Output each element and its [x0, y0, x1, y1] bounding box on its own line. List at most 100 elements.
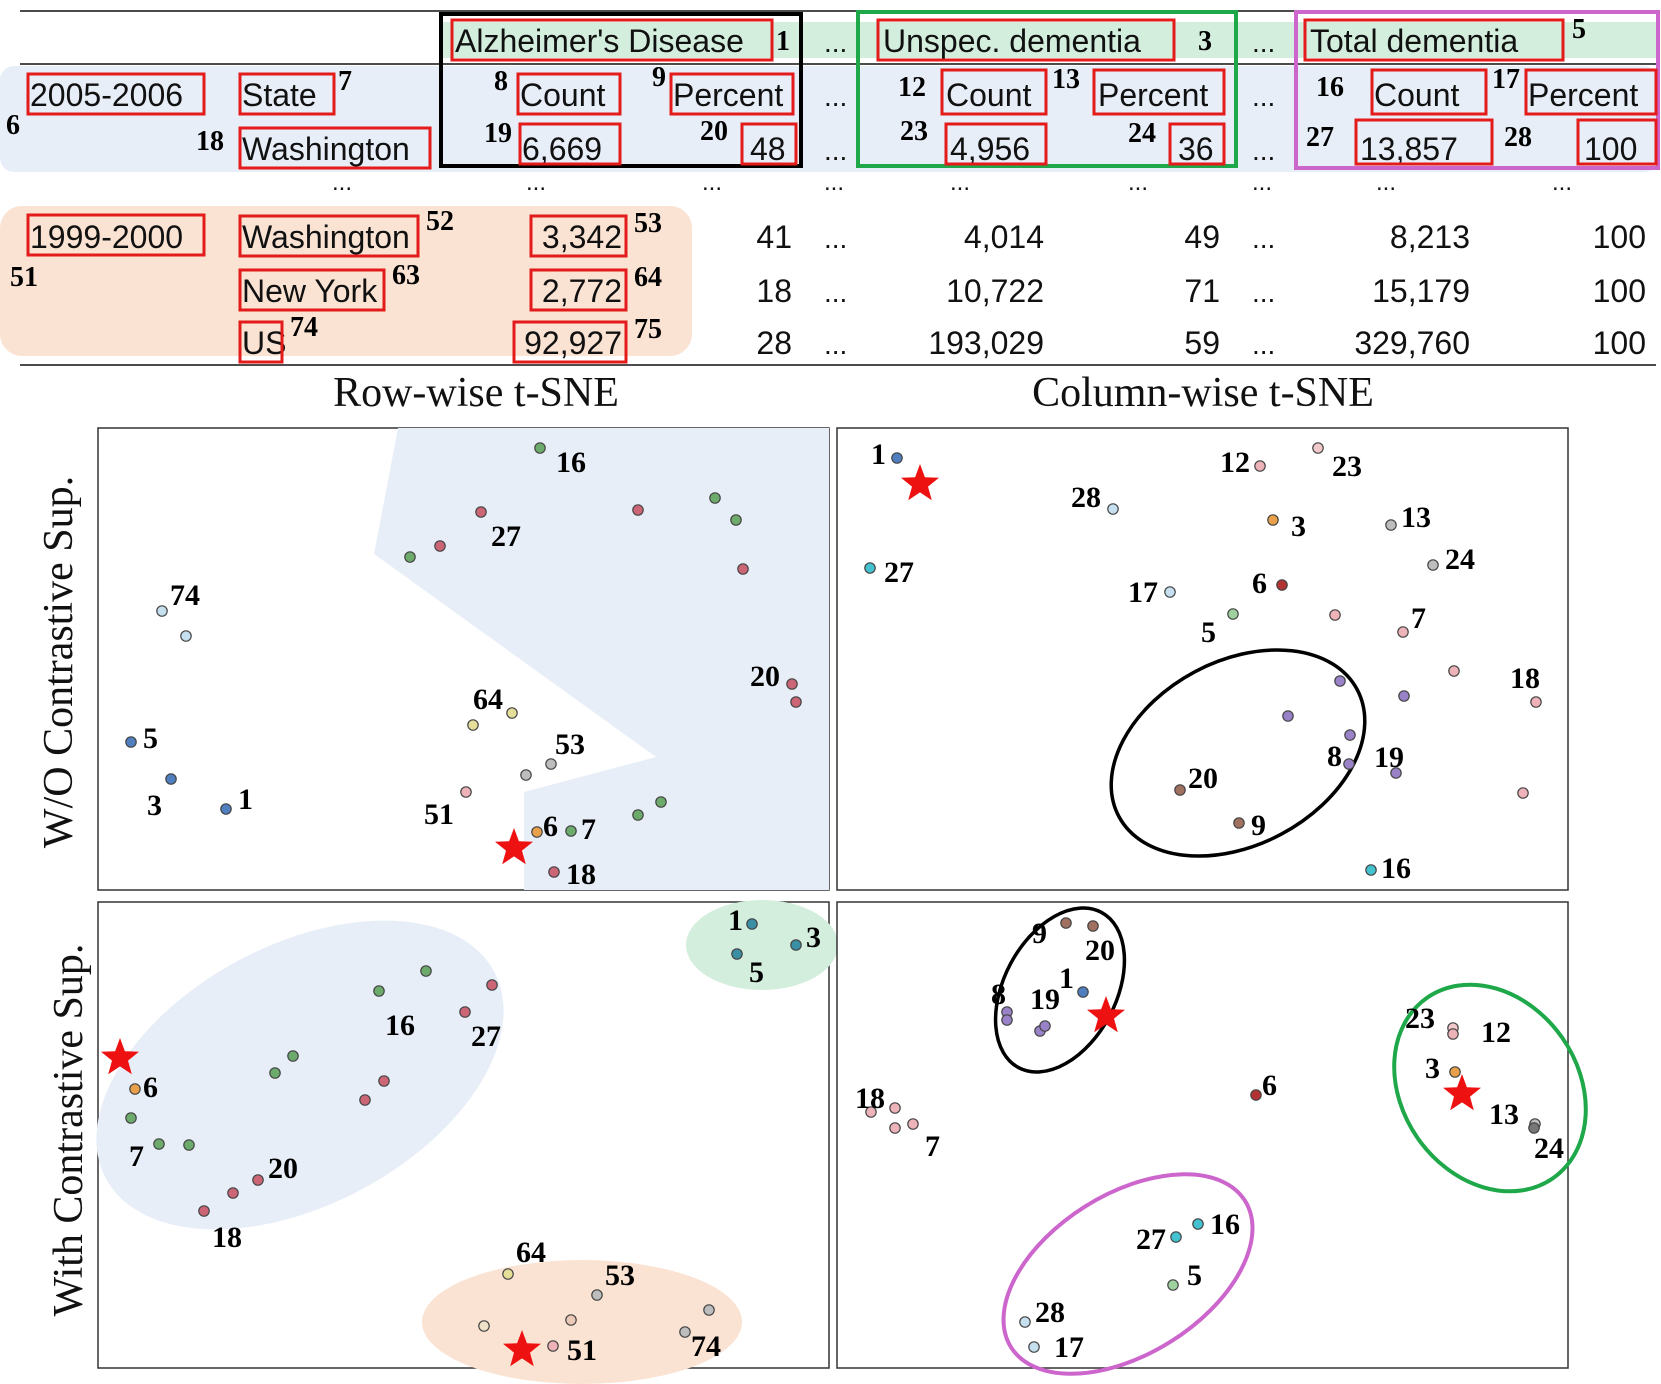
point-label: 6	[1262, 1069, 1277, 1102]
panel-col-wo-frame	[836, 427, 1569, 891]
r2005-state-box	[238, 126, 432, 170]
scatter-point	[737, 563, 749, 575]
scatter-point	[703, 1304, 715, 1316]
scatter-point	[1528, 1122, 1540, 1134]
point-label: 20	[1085, 934, 1115, 967]
point-label: 74	[170, 579, 200, 612]
r2005-alz-percent-id: 20	[700, 116, 728, 147]
ellipsis-row: ... ... ... ... ... ... ... ... ...	[332, 169, 1572, 196]
scatter-point	[153, 1138, 165, 1150]
scatter-point	[1001, 1014, 1013, 1026]
r1999-ellipsis: ...	[824, 277, 847, 308]
sub-total-percent-id: 17	[1492, 64, 1520, 95]
header-ellipsis-2: ...	[1252, 27, 1275, 58]
point-label: 6	[1252, 567, 1267, 600]
scatter-point	[1365, 864, 1377, 876]
scatter-point	[520, 769, 532, 781]
point-label: 3	[1425, 1052, 1440, 1085]
scatter-point	[1398, 690, 1410, 702]
panel-col-wo: 1 12 23 28 3 13 27 24 17 6 5 7 18 20 8 19 9 16	[836, 427, 1569, 891]
ell-state: ...	[332, 169, 352, 196]
point-label: 20	[750, 660, 780, 693]
r1999-unspec-percent: 49	[1184, 219, 1220, 255]
sub-unspec-percent-id: 13	[1052, 64, 1080, 95]
point-label: 53	[555, 728, 585, 761]
scatter-point	[565, 825, 577, 837]
r1999-state-id: 52	[426, 206, 454, 237]
anchor-star-icon	[503, 1330, 541, 1367]
r2005-total-count-box	[1354, 118, 1494, 166]
point-label: 12	[1481, 1016, 1511, 1049]
point-label: 12	[1220, 446, 1250, 479]
scatter-point	[1397, 626, 1409, 638]
scatter-point	[220, 803, 232, 815]
r1999-unspec-count: 10,722	[946, 273, 1044, 309]
r1999-alz-count-box	[529, 214, 628, 258]
r1999-ellipsis: ...	[824, 329, 847, 360]
scatter-point	[373, 985, 385, 997]
header-total-id: 5	[1572, 14, 1586, 45]
scatter-point	[632, 504, 644, 516]
sub-alz-count: Count	[520, 77, 606, 113]
sub-total-percent-box	[1524, 68, 1658, 116]
header-total-box	[1303, 18, 1565, 62]
scatter-point	[1174, 784, 1186, 796]
scatter-point	[1448, 665, 1460, 677]
scatter-point	[1060, 917, 1072, 929]
scatter-point	[460, 786, 472, 798]
point-label: 16	[385, 1009, 415, 1042]
scatter-point	[459, 1006, 471, 1018]
scatter-point	[907, 1118, 919, 1130]
point-label: 9	[1032, 917, 1047, 950]
point-label: 7	[925, 1130, 940, 1163]
r1999-total-count: 8,213	[1390, 219, 1470, 255]
scatter-point	[359, 1094, 371, 1106]
ell-unspec-percent: ...	[1128, 169, 1148, 196]
point-label: 5	[1187, 1259, 1202, 1292]
scatter-point	[1267, 514, 1279, 526]
scatter-point	[790, 696, 802, 708]
point-label: 20	[1188, 762, 1218, 795]
sub-year: 2005-2006	[30, 77, 183, 113]
r1999-alz-count-box	[512, 320, 628, 364]
ell-alz-count: ...	[526, 169, 546, 196]
scatter-point	[506, 707, 518, 719]
unspec-group-box	[856, 10, 1238, 168]
row-title-wo: W/O Contrastive Sup.	[36, 476, 82, 848]
sub-alz-percent-box	[669, 72, 795, 116]
r1999-alz-percent: 28	[756, 325, 792, 361]
r1999-total-count: 329,760	[1354, 325, 1470, 361]
r1999-year-box	[26, 213, 206, 257]
scatter-point	[1282, 710, 1294, 722]
ell-total-percent: ...	[1552, 169, 1572, 196]
scatter-point	[1449, 1066, 1461, 1078]
r1999-state-id: 63	[392, 260, 420, 291]
r1999-alz-count: 3,342	[542, 219, 622, 255]
scatter-point	[545, 758, 557, 770]
scatter-point	[891, 452, 903, 464]
anchor-star-icon	[901, 464, 939, 501]
scatter-point	[786, 678, 798, 690]
header-alz-box	[450, 18, 774, 62]
point-label: 3	[147, 789, 162, 822]
scatter-point	[1167, 1279, 1179, 1291]
sub-ellipsis-2: ...	[1252, 81, 1275, 112]
scatter-point	[227, 1187, 239, 1199]
panel-row-with: 1 3 5 16 27 6 7 20 18 64 53 51 74	[96, 900, 838, 1384]
point-label: 23	[1332, 450, 1362, 483]
r1999-total-percent: 100	[1593, 325, 1646, 361]
r1999-state: US	[242, 325, 286, 361]
sub-total-count-box	[1370, 68, 1488, 116]
sub-total-count-id: 16	[1316, 72, 1344, 103]
sub-state: State	[242, 77, 317, 113]
r1999-total-count: 15,179	[1372, 273, 1470, 309]
scatter-point	[548, 866, 560, 878]
point-label: 27	[471, 1020, 501, 1053]
point-label: 18	[855, 1082, 885, 1115]
r1999-total-percent: 100	[1593, 219, 1646, 255]
point-label: 27	[491, 520, 521, 553]
r1999-unspec-percent: 59	[1184, 325, 1220, 361]
ell-total-count: ...	[1376, 169, 1396, 196]
r1999-alz-count: 92,927	[524, 325, 622, 361]
scatter-point	[1427, 559, 1439, 571]
